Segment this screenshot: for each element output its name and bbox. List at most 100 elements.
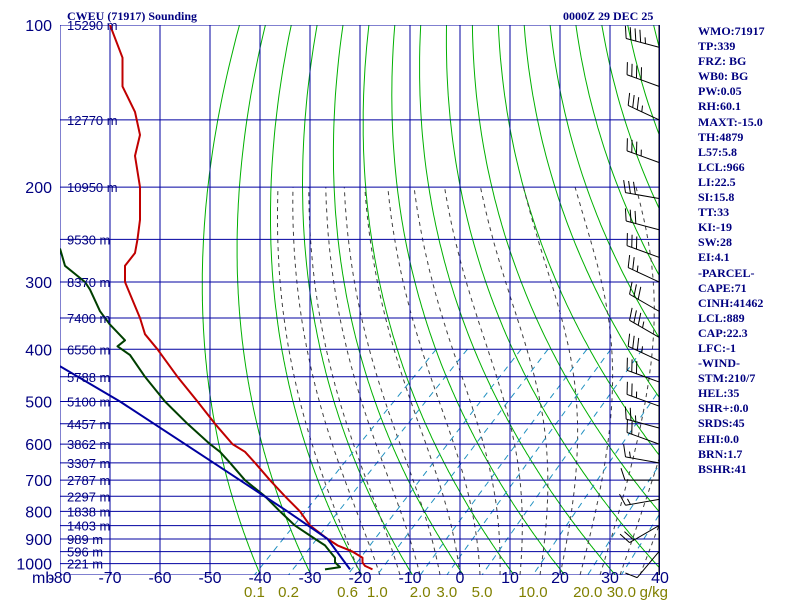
wind-barb (629, 281, 660, 312)
wind-barb (624, 208, 660, 231)
height-label: 12770 m (67, 113, 118, 128)
wind-barb-staff (627, 267, 660, 283)
wind-barb (627, 92, 660, 121)
temperature-tick-label: 30 (601, 570, 619, 587)
pressure-tick-label: 900 (25, 532, 52, 549)
wind-barb (620, 468, 659, 481)
index-item: FRZ: BG (698, 54, 747, 69)
wind-barb-staff (626, 220, 660, 231)
wind-barb-staff (625, 456, 660, 464)
index-item: PW:0.05 (698, 84, 742, 99)
parcel-profile-line (60, 365, 351, 570)
wind-barb (626, 233, 660, 258)
index-item: EI:4.1 (698, 250, 730, 265)
mixing-ratio-label: 5.0 (472, 584, 493, 600)
index-item: TT:33 (698, 205, 730, 220)
mixing-ratio-line (347, 348, 522, 575)
height-label: 596 m (67, 545, 103, 560)
wind-barb-flag (628, 180, 631, 194)
wind-barb-flag (623, 444, 627, 457)
sounding-time: 0000Z 29 DEC 25 (563, 9, 654, 23)
pressure-tick-label: 200 (25, 180, 52, 197)
dry-adiabat (236, 25, 312, 575)
wind-barb (626, 357, 660, 383)
wind-barb-half-flag (641, 346, 643, 353)
wind-barb-half-flag (641, 105, 643, 112)
dry-adiabat (497, 25, 660, 458)
height-label: 9530 m (67, 232, 110, 247)
index-item: BRN:1.7 (698, 446, 743, 461)
wind-barb (619, 493, 660, 506)
wind-barb-flag (629, 27, 632, 40)
height-label: 221 m (67, 557, 103, 572)
height-label: 1403 m (67, 519, 110, 534)
height-label: 10950 m (67, 180, 118, 195)
temperature-tick-label: -60 (148, 570, 171, 587)
height-label: 5100 m (67, 394, 110, 409)
wind-barb-flag (639, 29, 642, 43)
pressure-temperature-grid (60, 25, 660, 575)
wind-barb-flag (629, 209, 632, 223)
wind-barb-staff (626, 418, 660, 429)
index-item: -PARCEL- (698, 265, 755, 280)
index-item: TP:339 (698, 39, 736, 54)
wind-barb-flag (620, 468, 626, 481)
wind-barb-staff (625, 192, 660, 200)
wind-barb-flag (627, 254, 631, 268)
station-title: CWEU (71917) Sounding (67, 9, 198, 23)
pressure-tick-label: 1000 (16, 557, 52, 574)
height-label: 7400 m (67, 311, 110, 326)
temperature-tick-label: -30 (298, 570, 321, 587)
wind-barb-flag (632, 335, 635, 349)
wind-barb (624, 25, 660, 48)
index-item: MAXT:-15.0 (698, 114, 763, 129)
height-label: 8370 m (67, 275, 110, 290)
index-item: LFC:-1 (698, 340, 736, 355)
dry-adiabat (362, 25, 515, 575)
wind-barb (626, 381, 660, 407)
wind-barb-staff (629, 293, 660, 312)
pressure-tick-label: 400 (25, 342, 52, 359)
wind-barb-flag (619, 533, 630, 543)
dry-adiabat (270, 25, 363, 575)
wind-barb (623, 444, 660, 464)
index-item: -WIND- (698, 356, 740, 371)
dry-adiabat (783, 25, 800, 575)
wind-barb-staff (629, 319, 660, 338)
height-label: 989 m (67, 532, 103, 547)
temperature-tick-label: -10 (398, 570, 421, 587)
moist-adiabat (413, 187, 501, 575)
mixing-ratio-unit-label: g/kg (640, 584, 668, 600)
pressure-tick-label: 100 (25, 18, 52, 35)
index-item: CAP:22.3 (698, 325, 748, 340)
wind-barb-flag (629, 307, 633, 321)
mixing-ratio-label: 1.0 (367, 584, 388, 600)
index-item: KI:-19 (698, 220, 732, 235)
index-item: WMO:71917 (698, 24, 765, 38)
mixing-ratio-line (481, 349, 643, 575)
wind-barb-flag (633, 181, 636, 195)
wind-barb-staff (626, 245, 660, 258)
index-item: LCL:966 (698, 159, 745, 174)
dry-adiabat (575, 25, 660, 278)
wind-barb-flag (627, 333, 631, 347)
index-item: STM:210/7 (698, 371, 756, 386)
height-label: 6550 m (67, 342, 110, 357)
wind-barb-staff (625, 498, 660, 506)
index-item: SRDS:45 (698, 416, 745, 431)
temperature-tick-label: -70 (98, 570, 121, 587)
dry-adiabat (549, 25, 660, 340)
wind-barb-flag (623, 180, 627, 193)
index-item: SW:28 (698, 235, 733, 250)
mixing-ratio-line (446, 348, 612, 575)
wind-barb-half-flag (642, 321, 645, 328)
wind-barb (625, 551, 660, 579)
pressure-unit-label: mb (32, 570, 54, 587)
pressure-tick-label: 300 (25, 275, 52, 292)
height-label: 2297 m (67, 489, 110, 504)
height-label: 1838 m (67, 504, 110, 519)
moist-adiabat (277, 187, 361, 575)
wind-barb-flag (634, 28, 637, 42)
wind-barb (627, 333, 660, 362)
